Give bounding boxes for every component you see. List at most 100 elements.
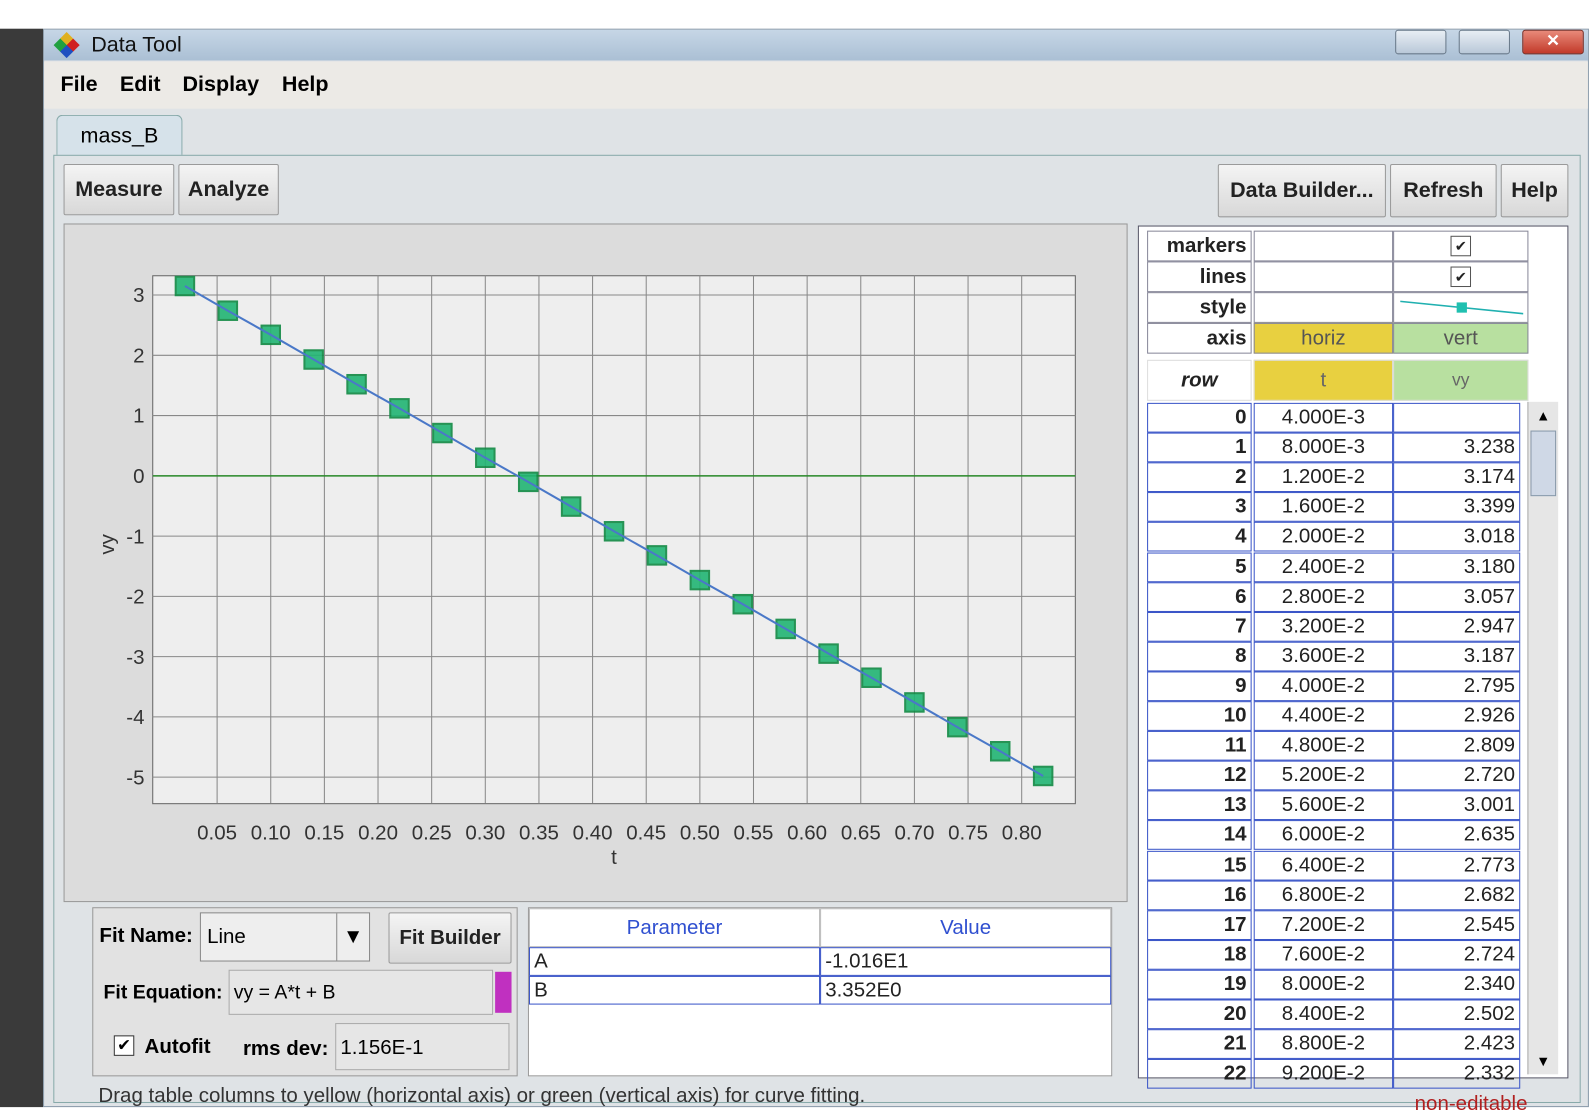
row-number: 20 bbox=[1147, 999, 1252, 1029]
t-value[interactable]: 8.000E-3 bbox=[1254, 433, 1393, 463]
t-value[interactable]: 2.000E-2 bbox=[1254, 522, 1393, 552]
x-tick-label: 0.70 bbox=[894, 822, 934, 845]
parameter-value[interactable]: 3.352E0 bbox=[820, 976, 1111, 1005]
status-mode: non-editable bbox=[1415, 1093, 1528, 1116]
column-header[interactable]: vy bbox=[1393, 360, 1528, 401]
t-value[interactable]: 8.000E-2 bbox=[1254, 970, 1393, 1000]
vy-value[interactable]: 2.423 bbox=[1393, 1029, 1520, 1059]
menu-item[interactable]: Edit bbox=[120, 73, 161, 98]
setting-cell[interactable]: vert bbox=[1393, 323, 1528, 354]
parameter-header: Value bbox=[820, 908, 1111, 947]
t-value[interactable]: 1.200E-2 bbox=[1254, 463, 1393, 493]
fit-name: Line bbox=[207, 926, 246, 949]
x-tick-label: 0.30 bbox=[465, 822, 505, 845]
x-tick-label: 0.05 bbox=[197, 822, 237, 845]
menu-item[interactable]: File bbox=[60, 73, 97, 98]
row-number: 21 bbox=[1147, 1029, 1252, 1059]
vy-value[interactable]: 3.187 bbox=[1393, 642, 1520, 672]
vy-value[interactable]: 3.018 bbox=[1393, 522, 1520, 552]
refresh-button[interactable]: Refresh bbox=[1390, 164, 1497, 217]
parameter-value[interactable]: -1.016E1 bbox=[820, 947, 1111, 976]
t-value[interactable]: 5.200E-2 bbox=[1254, 761, 1393, 791]
setting-cell[interactable] bbox=[1254, 261, 1393, 292]
vy-value[interactable]: 2.340 bbox=[1393, 970, 1520, 1000]
analyze-button[interactable]: Analyze bbox=[178, 164, 278, 215]
t-value[interactable]: 8.800E-2 bbox=[1254, 1029, 1393, 1059]
autofit-checkbox[interactable]: ✔ bbox=[114, 1035, 135, 1056]
fit-name-select[interactable]: Line ▼ bbox=[200, 912, 370, 961]
t-value[interactable]: 2.400E-2 bbox=[1254, 552, 1393, 582]
dropdown-arrow[interactable]: ▼ bbox=[336, 913, 369, 960]
scroll-thumb[interactable] bbox=[1530, 431, 1556, 497]
setting-label: markers bbox=[1147, 231, 1252, 262]
t-value[interactable]: 6.800E-2 bbox=[1254, 880, 1393, 910]
t-value[interactable]: 4.400E-2 bbox=[1254, 701, 1393, 731]
menu-item[interactable]: Display bbox=[182, 73, 259, 98]
vy-value[interactable]: 2.809 bbox=[1393, 731, 1520, 761]
setting-label: lines bbox=[1147, 261, 1252, 292]
t-value[interactable]: 6.400E-2 bbox=[1254, 850, 1393, 880]
close-button[interactable]: ✕ bbox=[1522, 30, 1584, 55]
t-value[interactable]: 3.200E-2 bbox=[1254, 612, 1393, 642]
vy-value[interactable]: 2.773 bbox=[1393, 850, 1520, 880]
vy-value[interactable] bbox=[1393, 403, 1520, 433]
y-tick-label: -3 bbox=[126, 646, 144, 669]
column-header[interactable]: t bbox=[1254, 360, 1393, 401]
data-builder-button[interactable]: Data Builder... bbox=[1218, 164, 1386, 217]
x-tick-label: 0.45 bbox=[626, 822, 666, 845]
setting-cell[interactable] bbox=[1393, 292, 1528, 323]
setting-cell[interactable]: horiz bbox=[1254, 323, 1393, 354]
vy-value[interactable]: 3.399 bbox=[1393, 492, 1520, 522]
fit-builder-button[interactable]: Fit Builder bbox=[389, 912, 512, 963]
t-value[interactable]: 3.600E-2 bbox=[1254, 642, 1393, 672]
t-value[interactable]: 2.800E-2 bbox=[1254, 582, 1393, 612]
x-tick-label: 0.10 bbox=[251, 822, 291, 845]
t-value[interactable]: 4.000E-2 bbox=[1254, 671, 1393, 701]
vy-value[interactable]: 2.332 bbox=[1393, 1059, 1520, 1089]
minimize-button[interactable] bbox=[1395, 30, 1446, 55]
fit-color[interactable] bbox=[495, 972, 511, 1013]
scroll-up[interactable]: ▲ bbox=[1528, 402, 1558, 429]
help-button[interactable]: Help bbox=[1501, 164, 1569, 217]
row-number: 8 bbox=[1147, 642, 1252, 672]
setting-cell[interactable] bbox=[1254, 292, 1393, 323]
checkbox[interactable]: ✔ bbox=[1451, 267, 1472, 288]
tab[interactable]: mass_B bbox=[56, 115, 182, 156]
maximize-button[interactable] bbox=[1459, 30, 1510, 55]
x-tick-label: 0.40 bbox=[573, 822, 613, 845]
x-axis-label: t bbox=[611, 846, 617, 869]
vy-value[interactable]: 3.001 bbox=[1393, 791, 1520, 821]
vy-value[interactable]: 3.174 bbox=[1393, 463, 1520, 493]
t-value[interactable]: 4.800E-2 bbox=[1254, 731, 1393, 761]
scrollbar[interactable]: ▲ ▼ bbox=[1527, 402, 1558, 1074]
t-value[interactable]: 5.600E-2 bbox=[1254, 791, 1393, 821]
vy-value[interactable]: 2.720 bbox=[1393, 761, 1520, 791]
vy-value[interactable]: 2.635 bbox=[1393, 820, 1520, 850]
checkbox[interactable]: ✔ bbox=[1451, 236, 1472, 257]
vy-value[interactable]: 2.724 bbox=[1393, 940, 1520, 970]
vy-value[interactable]: 3.180 bbox=[1393, 552, 1520, 582]
vy-value[interactable]: 2.947 bbox=[1393, 612, 1520, 642]
t-value[interactable]: 8.400E-2 bbox=[1254, 999, 1393, 1029]
vy-value[interactable]: 2.926 bbox=[1393, 701, 1520, 731]
t-value[interactable]: 7.200E-2 bbox=[1254, 910, 1393, 940]
marker bbox=[1034, 767, 1052, 785]
vy-value[interactable]: 3.238 bbox=[1393, 433, 1520, 463]
setting-cell[interactable]: ✔ bbox=[1393, 231, 1528, 262]
menu-item[interactable]: Help bbox=[282, 73, 329, 98]
y-tick-label: -4 bbox=[126, 706, 144, 729]
measure-button[interactable]: Measure bbox=[64, 164, 175, 215]
vy-value[interactable]: 2.795 bbox=[1393, 671, 1520, 701]
vy-value[interactable]: 3.057 bbox=[1393, 582, 1520, 612]
t-value[interactable]: 7.600E-2 bbox=[1254, 940, 1393, 970]
setting-cell[interactable]: ✔ bbox=[1393, 261, 1528, 292]
t-value[interactable]: 4.000E-3 bbox=[1254, 403, 1393, 433]
setting-cell[interactable] bbox=[1254, 231, 1393, 262]
vy-value[interactable]: 2.502 bbox=[1393, 999, 1520, 1029]
t-value[interactable]: 9.200E-2 bbox=[1254, 1059, 1393, 1089]
vy-value[interactable]: 2.682 bbox=[1393, 880, 1520, 910]
vy-value[interactable]: 2.545 bbox=[1393, 910, 1520, 940]
scroll-down[interactable]: ▼ bbox=[1528, 1048, 1558, 1075]
t-value[interactable]: 1.600E-2 bbox=[1254, 492, 1393, 522]
t-value[interactable]: 6.000E-2 bbox=[1254, 820, 1393, 850]
